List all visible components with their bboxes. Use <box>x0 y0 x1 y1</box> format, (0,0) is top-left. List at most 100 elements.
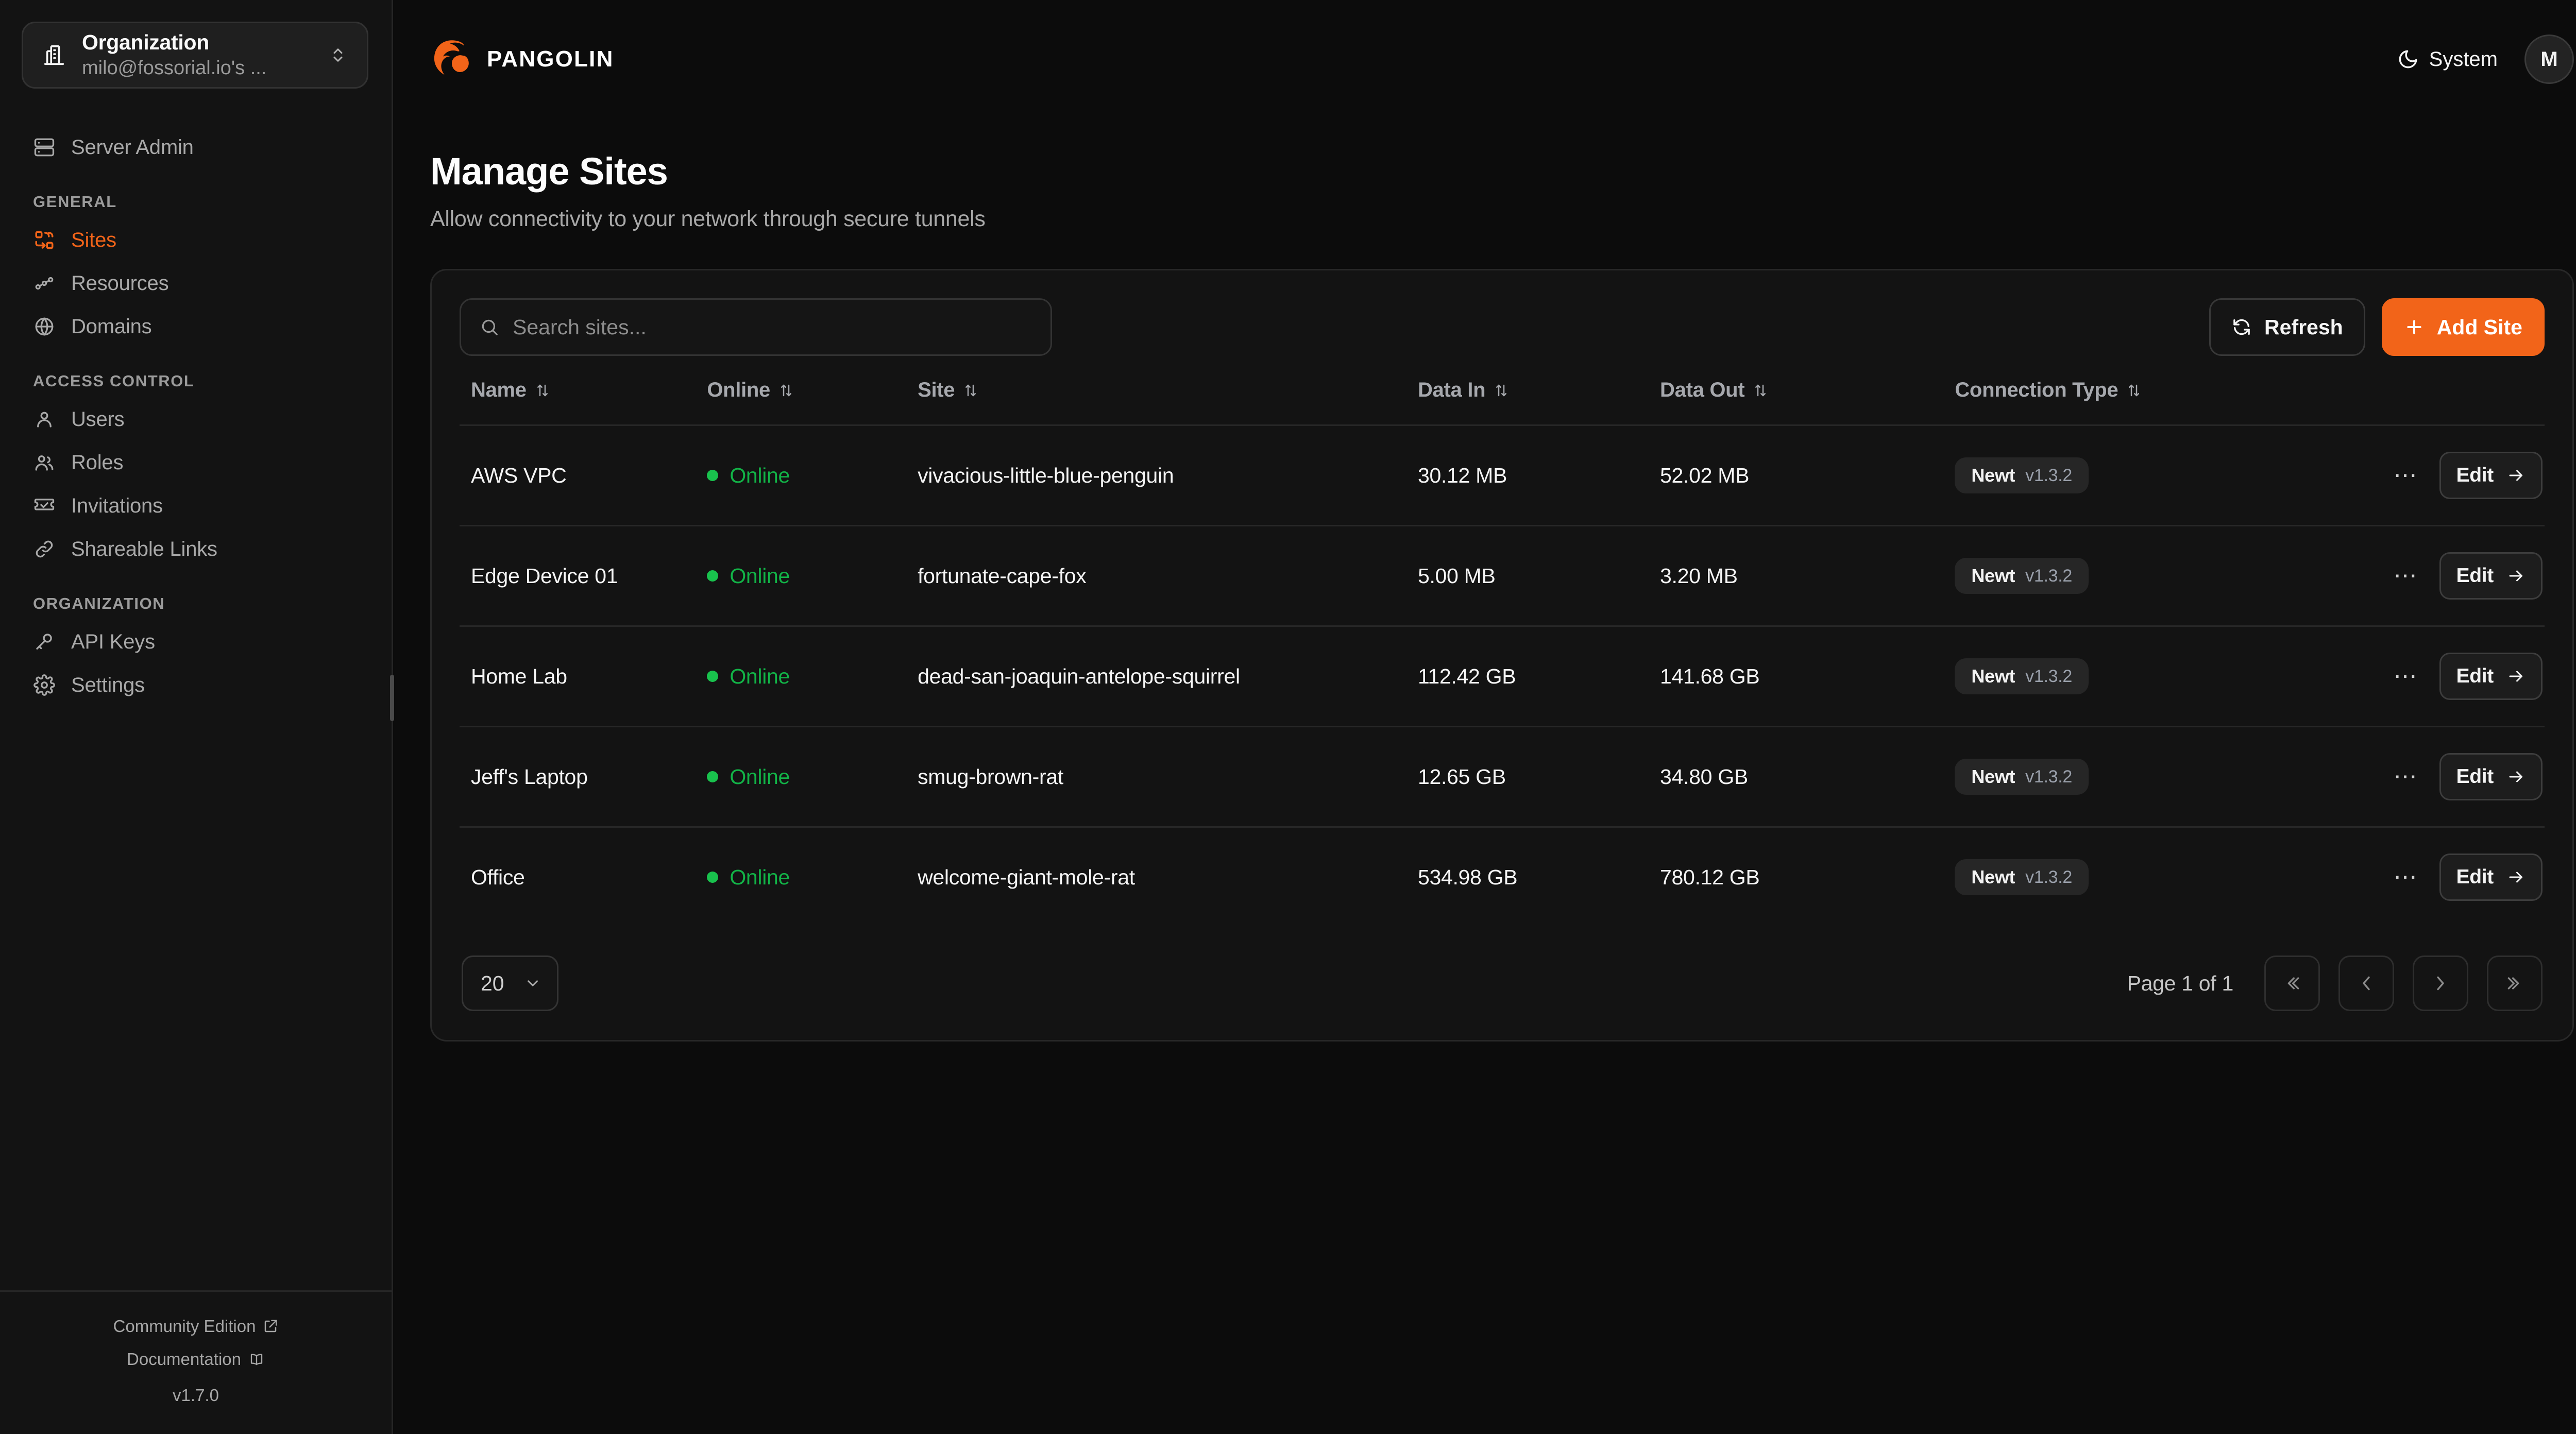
th-data-in[interactable]: Data In <box>1418 379 1660 425</box>
th-site-label: Site <box>918 379 955 401</box>
refresh-icon <box>2231 317 2252 337</box>
table-row[interactable]: Office Online welcome-giant-mole-rat 534.98… <box>460 826 2545 927</box>
row-more-menu-icon[interactable]: ⋯ <box>2393 562 2419 589</box>
cell-actions: ⋯ Edit <box>2323 525 2545 626</box>
sidebar-item-resources[interactable]: Resources <box>22 262 370 305</box>
connection-name: Newt <box>1971 665 2015 687</box>
cell-data-out: 3.20 MB <box>1660 525 1955 626</box>
cell-connection-type: Newt v1.3.2 <box>1955 826 2324 927</box>
sites-icon <box>33 229 56 251</box>
community-edition-label: Community Edition <box>113 1317 256 1336</box>
cell-online: Online <box>707 625 918 727</box>
row-more-menu-icon[interactable]: ⋯ <box>2393 863 2419 891</box>
row-more-menu-icon[interactable]: ⋯ <box>2393 763 2419 790</box>
table-row[interactable]: Edge Device 01 Online fortunate-cape-fox 5.… <box>460 525 2545 626</box>
users-icon <box>33 451 56 474</box>
edit-label: Edit <box>2456 464 2494 486</box>
brand-name: PANGOLIN <box>487 46 614 72</box>
next-page-button[interactable] <box>2413 955 2468 1011</box>
sidebar-item-label: Domains <box>71 315 152 338</box>
th-online[interactable]: Online <box>707 379 918 425</box>
sidebar-nav: Server Admin GENERAL Sites <box>0 108 392 707</box>
community-edition-link[interactable]: Community Edition <box>113 1317 279 1336</box>
table-row[interactable]: Home Lab Online dead-san-joaquin-antelope-… <box>460 625 2545 727</box>
edit-label: Edit <box>2456 565 2494 587</box>
cell-name: Edge Device 01 <box>460 525 707 626</box>
search-sites-box[interactable] <box>460 298 1052 356</box>
org-subtitle: milo@fossorial.io's ... <box>82 57 267 79</box>
cell-site: vivacious-little-blue-penguin <box>918 424 1418 526</box>
th-site[interactable]: Site <box>918 379 1418 425</box>
plus-icon <box>2404 317 2425 337</box>
moon-icon <box>2397 48 2419 70</box>
rows-per-page-select[interactable]: 20 <box>462 955 558 1011</box>
arrow-right-icon <box>2507 868 2526 886</box>
prev-page-button[interactable] <box>2338 955 2394 1011</box>
sort-icon <box>778 383 794 398</box>
cell-actions: ⋯ Edit <box>2323 726 2545 827</box>
connection-version: v1.3.2 <box>2025 867 2072 887</box>
documentation-link[interactable]: Documentation <box>127 1350 265 1369</box>
cell-name: Office <box>460 826 707 927</box>
status-dot <box>707 771 719 782</box>
th-connection-type[interactable]: Connection Type <box>1955 379 2323 425</box>
sidebar-item-sites[interactable]: Sites <box>22 218 370 262</box>
brand-logo[interactable]: PANGOLIN <box>430 38 614 81</box>
sidebar-footer: Community Edition Documentation v <box>0 1290 392 1434</box>
th-actions <box>2324 379 2545 425</box>
gear-icon <box>33 674 56 696</box>
edit-button[interactable]: Edit <box>2439 552 2543 600</box>
sidebar-item-domains[interactable]: Domains <box>22 305 370 348</box>
sidebar-item-api-keys[interactable]: API Keys <box>22 620 370 663</box>
cell-site: smug-brown-rat <box>918 726 1418 827</box>
link-icon <box>33 538 56 560</box>
theme-label: System <box>2429 47 2498 71</box>
sidebar-item-shareable-links[interactable]: Shareable Links <box>22 527 370 571</box>
status-dot <box>707 470 719 481</box>
th-name[interactable]: Name <box>460 379 707 425</box>
connection-name: Newt <box>1971 866 2015 887</box>
sidebar-item-users[interactable]: Users <box>22 398 370 441</box>
edit-button[interactable]: Edit <box>2439 753 2543 800</box>
topbar: PANGOLIN System M <box>393 0 2576 118</box>
arrow-right-icon <box>2507 667 2526 686</box>
cell-data-in: 30.12 MB <box>1417 424 1660 526</box>
sidebar: Organization milo@fossorial.io's ... Ser… <box>0 0 394 1434</box>
arrow-right-icon <box>2507 466 2526 485</box>
connection-version: v1.3.2 <box>2025 566 2072 586</box>
refresh-label: Refresh <box>2264 315 2343 339</box>
first-page-button[interactable] <box>2264 955 2320 1011</box>
org-switcher[interactable]: Organization milo@fossorial.io's ... <box>22 22 368 89</box>
add-site-button[interactable]: Add Site <box>2381 298 2545 356</box>
cell-site: fortunate-cape-fox <box>918 525 1418 626</box>
cell-connection-type: Newt v1.3.2 <box>1955 625 2324 727</box>
edit-button[interactable]: Edit <box>2439 853 2543 901</box>
row-more-menu-icon[interactable]: ⋯ <box>2393 662 2419 690</box>
edit-label: Edit <box>2456 866 2494 888</box>
add-site-label: Add Site <box>2436 315 2522 339</box>
row-more-menu-icon[interactable]: ⋯ <box>2393 462 2419 489</box>
sidebar-item-roles[interactable]: Roles <box>22 441 370 484</box>
sidebar-item-server-admin[interactable]: Server Admin <box>22 126 370 169</box>
sort-icon <box>2126 383 2142 398</box>
chevron-down-icon <box>524 975 541 992</box>
avatar[interactable]: M <box>2524 35 2574 84</box>
edit-button[interactable]: Edit <box>2439 653 2543 700</box>
th-data-in-label: Data In <box>1417 379 1486 401</box>
table-row[interactable]: Jeff's Laptop Online smug-brown-rat 12.65 G… <box>460 726 2545 827</box>
sidebar-item-settings[interactable]: Settings <box>22 663 370 707</box>
theme-toggle[interactable]: System <box>2397 48 2498 71</box>
last-page-button[interactable] <box>2487 955 2543 1011</box>
status-dot <box>707 671 719 682</box>
page-title: Manage Sites <box>430 150 668 193</box>
cell-connection-type: Newt v1.3.2 <box>1955 424 2324 526</box>
th-data-out[interactable]: Data Out <box>1660 379 1955 425</box>
edit-button[interactable]: Edit <box>2439 452 2543 499</box>
sidebar-resize-handle[interactable] <box>390 675 394 721</box>
refresh-button[interactable]: Refresh <box>2209 298 2365 356</box>
arrow-right-icon <box>2507 767 2526 786</box>
sidebar-item-invitations[interactable]: Invitations <box>22 484 370 527</box>
search-input[interactable] <box>513 315 1032 339</box>
table-row[interactable]: AWS VPC Online vivacious-little-blue-pengu… <box>460 424 2545 526</box>
